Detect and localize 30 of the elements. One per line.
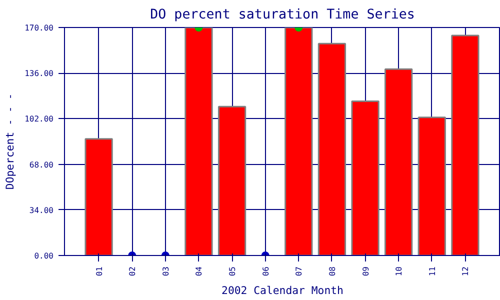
bar — [451, 34, 480, 256]
x-tick-label: 11 — [428, 266, 437, 276]
y-tick-label: 68.00 — [29, 160, 54, 170]
x-tick-label: 04 — [194, 266, 204, 276]
x-axis-title: 2002 Calendar Month — [222, 284, 344, 298]
x-tick-label: 03 — [161, 266, 170, 276]
y-tick-label: 0.00 — [34, 252, 54, 260]
x-tick-label: 12 — [461, 266, 470, 276]
bar — [218, 106, 246, 256]
chart-title: DO percent saturation Time Series — [150, 8, 415, 22]
bar — [351, 100, 380, 256]
bar — [84, 138, 113, 256]
x-tick-label: 02 — [128, 266, 138, 276]
x-tick-label: 10 — [394, 266, 404, 276]
y-tick-label: 102.00 — [24, 114, 54, 124]
bar — [384, 68, 413, 256]
bar — [184, 28, 213, 256]
x-tick-label: 09 — [361, 266, 370, 276]
y-tick-label: 136.00 — [24, 69, 54, 78]
x-tick-label: 08 — [328, 266, 337, 276]
y-tick-label: 34.00 — [29, 206, 54, 215]
x-tick-label: 01 — [94, 266, 104, 276]
y-axis-title: DOpercent - - - — [4, 93, 17, 190]
x-tick-label: 05 — [228, 266, 238, 276]
bar — [284, 28, 313, 256]
x-tick-label: 07 — [294, 266, 304, 276]
bar — [318, 42, 346, 256]
y-tick-label: 170.00 — [24, 24, 54, 32]
x-tick-label: 06 — [261, 266, 270, 276]
bar — [418, 116, 446, 256]
